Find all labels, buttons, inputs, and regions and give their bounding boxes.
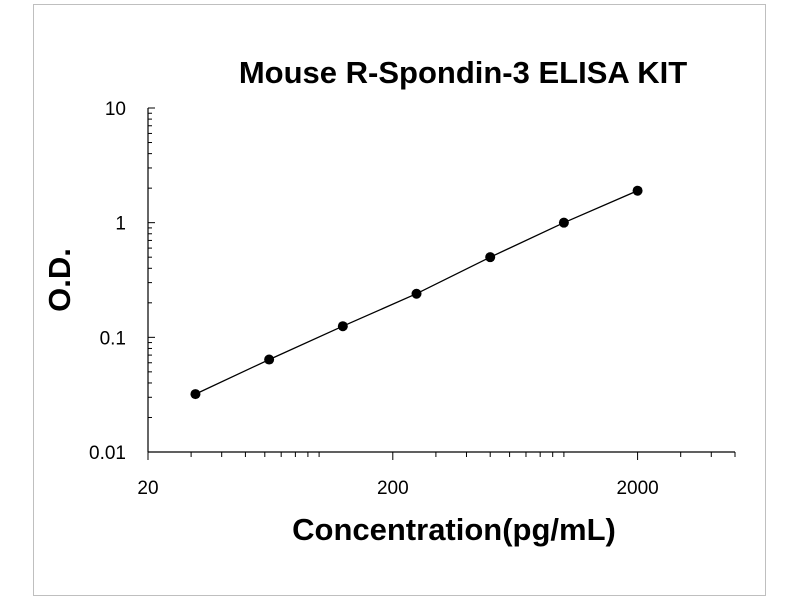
y-axis-label: O.D.: [42, 248, 77, 312]
data-point: [411, 288, 422, 299]
y-tick-label: 1: [115, 214, 126, 235]
x-axis-ticks: [147, 452, 736, 460]
chart-frame: [33, 4, 766, 596]
x-axis-tick-labels: 20 200 2000: [137, 478, 658, 499]
x-tick-label: 200: [377, 478, 409, 499]
x-tick-label: 2000: [616, 478, 658, 499]
data-point: [558, 217, 569, 228]
x-axis-label: Concentration(pg/mL): [292, 512, 616, 547]
data-point: [337, 321, 348, 332]
data-point: [190, 389, 201, 400]
y-axis-ticks: [148, 107, 155, 453]
y-tick-label: 0.1: [100, 328, 126, 349]
x-tick-label: 20: [137, 478, 158, 499]
data-point: [485, 252, 496, 263]
y-axis-tick-labels: 10 1 0.1 0.01: [89, 99, 126, 464]
y-tick-label: 0.01: [89, 443, 126, 464]
data-point: [264, 354, 275, 365]
chart-title: Mouse R-Spondin-3 ELISA KIT: [239, 55, 687, 90]
data-point: [632, 185, 643, 196]
data-points: [190, 185, 643, 400]
y-tick-label: 10: [105, 99, 126, 120]
